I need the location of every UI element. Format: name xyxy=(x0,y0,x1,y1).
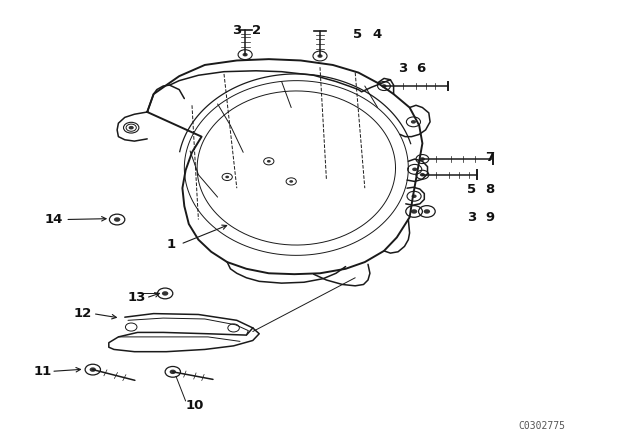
Text: 7: 7 xyxy=(485,151,494,164)
Circle shape xyxy=(129,126,134,129)
Text: 11: 11 xyxy=(33,365,52,379)
Circle shape xyxy=(412,194,417,198)
Text: 6: 6 xyxy=(416,62,425,75)
Text: 14: 14 xyxy=(45,213,63,226)
Circle shape xyxy=(129,126,133,129)
Text: 5: 5 xyxy=(353,28,362,42)
Circle shape xyxy=(412,168,417,171)
Text: 1: 1 xyxy=(166,237,175,251)
Circle shape xyxy=(289,180,293,183)
Circle shape xyxy=(411,120,416,124)
Text: 10: 10 xyxy=(186,399,204,412)
Circle shape xyxy=(170,370,176,374)
Circle shape xyxy=(225,176,229,178)
Circle shape xyxy=(162,291,168,296)
Text: 3: 3 xyxy=(232,24,241,37)
Circle shape xyxy=(411,209,417,214)
Circle shape xyxy=(267,160,271,163)
Text: 4: 4 xyxy=(372,28,381,42)
Text: C0302775: C0302775 xyxy=(518,422,565,431)
Text: 9: 9 xyxy=(485,211,494,224)
Circle shape xyxy=(381,84,387,88)
Text: 13: 13 xyxy=(128,291,147,305)
Circle shape xyxy=(420,157,425,161)
Text: 3: 3 xyxy=(467,211,476,224)
Text: 8: 8 xyxy=(485,183,494,197)
Circle shape xyxy=(317,54,323,58)
Circle shape xyxy=(424,209,430,214)
Circle shape xyxy=(114,217,120,222)
Circle shape xyxy=(243,53,248,56)
Circle shape xyxy=(420,173,425,177)
Text: 5: 5 xyxy=(467,183,476,197)
Text: 3: 3 xyxy=(398,62,407,75)
Text: 12: 12 xyxy=(74,307,92,320)
Circle shape xyxy=(90,367,96,372)
Text: 2: 2 xyxy=(252,24,260,37)
